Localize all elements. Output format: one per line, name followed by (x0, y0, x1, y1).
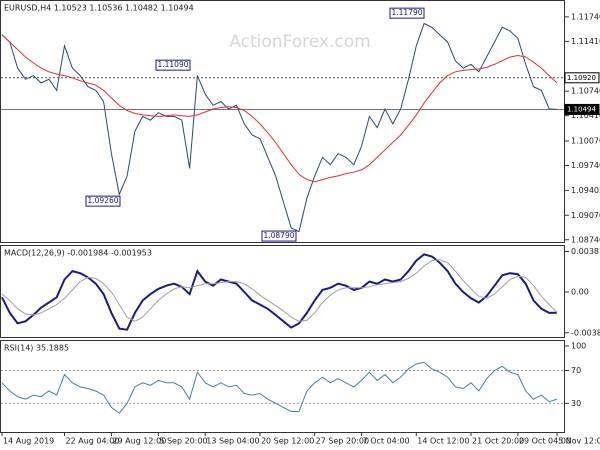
x-tick-label: 21 Oct 20:00 (472, 437, 524, 446)
y-tick-label: 1.10740 (571, 87, 600, 96)
series-line (1, 259, 558, 322)
x-tick-label: 7 Oct 04:00 (363, 437, 410, 446)
price-tag (564, 103, 600, 115)
y-tick-label: 1.09740 (571, 161, 600, 170)
price-tag-label: 1.10494 (567, 105, 596, 113)
chart-title: EURUSD,H4 1.10523 1.10536 1.10482 1.1049… (4, 4, 194, 13)
series-line (1, 22, 558, 233)
x-tick-label: 5 Nov 12:00 (558, 437, 600, 446)
price-tag (564, 72, 600, 84)
x-tick-label: 22 Aug 04:00 (66, 437, 120, 446)
y-tick-label: 30 (571, 399, 581, 408)
y-tick-label: 100 (571, 341, 586, 350)
series-line (1, 34, 558, 183)
x-tick-label: 29 Aug 12:00 (112, 437, 166, 446)
y-tick-label: 1.10410 (571, 111, 600, 120)
annotation-box (389, 7, 425, 19)
annotation-label: 1.11090 (157, 60, 188, 69)
price-tag-label: 1.10920 (567, 74, 596, 82)
y-tick-label: 70 (571, 366, 581, 375)
x-tick-label: 14 Oct 12:00 (417, 437, 469, 446)
y-tick-label: 0.00 (571, 288, 589, 297)
macd-panel (0, 245, 565, 338)
x-tick-label: 13 Sep 04:00 (206, 437, 259, 446)
series-line (1, 361, 558, 414)
y-tick-label: 1.09405 (571, 186, 600, 195)
annotation-label: 1.08790 (263, 231, 294, 240)
x-tick-label: 5 Sep 20:00 (159, 437, 207, 446)
annotation-box (155, 59, 191, 71)
x-tick-label: 29 Oct 04:00 (519, 437, 571, 446)
annotation-box (85, 195, 121, 207)
y-tick-label: 1.11410 (571, 37, 600, 46)
annotation-label: 1.09260 (87, 196, 118, 205)
y-tick-label: -0.003899 (571, 328, 600, 337)
y-tick-label: 0.003876 (571, 247, 600, 256)
price-panel (0, 0, 565, 243)
watermark: ActionForex.com (229, 32, 370, 52)
y-tick-label: 1.11740 (571, 12, 600, 21)
annotation-label: 1.11790 (391, 8, 422, 17)
x-tick-label: 27 Sep 20:00 (316, 437, 369, 446)
rsi-title: RSI(14) 35.1885 (4, 344, 69, 353)
series-line (1, 253, 558, 331)
y-tick-label: 1.09070 (571, 211, 600, 220)
macd-title: MACD(12,26,9) -0.001984 -0.001953 (4, 249, 152, 258)
x-tick-label: 14 Aug 2019 (3, 437, 54, 446)
x-tick-label: 20 Sep 12:00 (261, 437, 314, 446)
y-tick-label: 1.08740 (571, 235, 600, 244)
annotation-box (261, 230, 297, 242)
rsi-panel (0, 340, 565, 433)
